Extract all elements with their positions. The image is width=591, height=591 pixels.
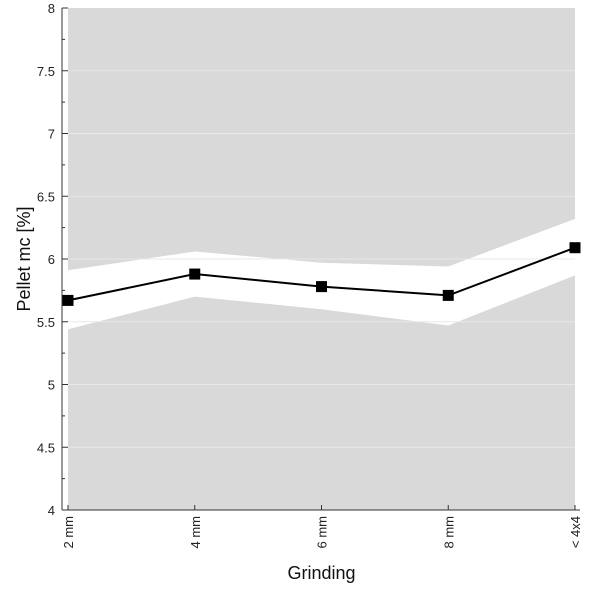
data-point-marker [442,289,454,301]
confidence-shading [68,8,575,510]
x-axis-title: Grinding [287,563,355,583]
x-tick-label: 4 mm [188,516,203,549]
y-tick-label: 7 [48,127,55,142]
data-point-marker [189,268,201,280]
axes [61,7,580,511]
x-tick-labels: 2 mm 4 mm 6 mm 8 mm < 4x4 [61,516,583,549]
data-point-marker [62,294,74,306]
y-tick-label: 5 [48,378,55,393]
y-tick-labels: 4 4.5 5 5.5 6 6.5 7 7.5 8 [37,1,55,518]
lower-shaded-region [68,275,575,510]
x-tick-label: < 4x4 [568,516,583,548]
data-point-marker [316,281,327,293]
y-tick-label: 5.5 [37,315,55,330]
y-tick-label: 6 [48,252,55,267]
y-tick-label: 6.5 [37,189,55,204]
x-tick-label: 2 mm [61,516,76,549]
y-tick-label: 7.5 [37,64,55,79]
x-tick-label: 8 mm [441,516,456,549]
y-tick-label: 4 [48,503,55,518]
y-axis-title: Pellet mc [%] [14,206,34,311]
y-gridlines [68,70,575,448]
y-tick-label: 4.5 [37,440,55,455]
series-layer [62,242,581,306]
data-point-marker [569,242,581,254]
y-tick-label: 8 [48,1,55,16]
upper-shaded-region [68,8,575,271]
x-tick-label: 6 mm [315,516,330,549]
